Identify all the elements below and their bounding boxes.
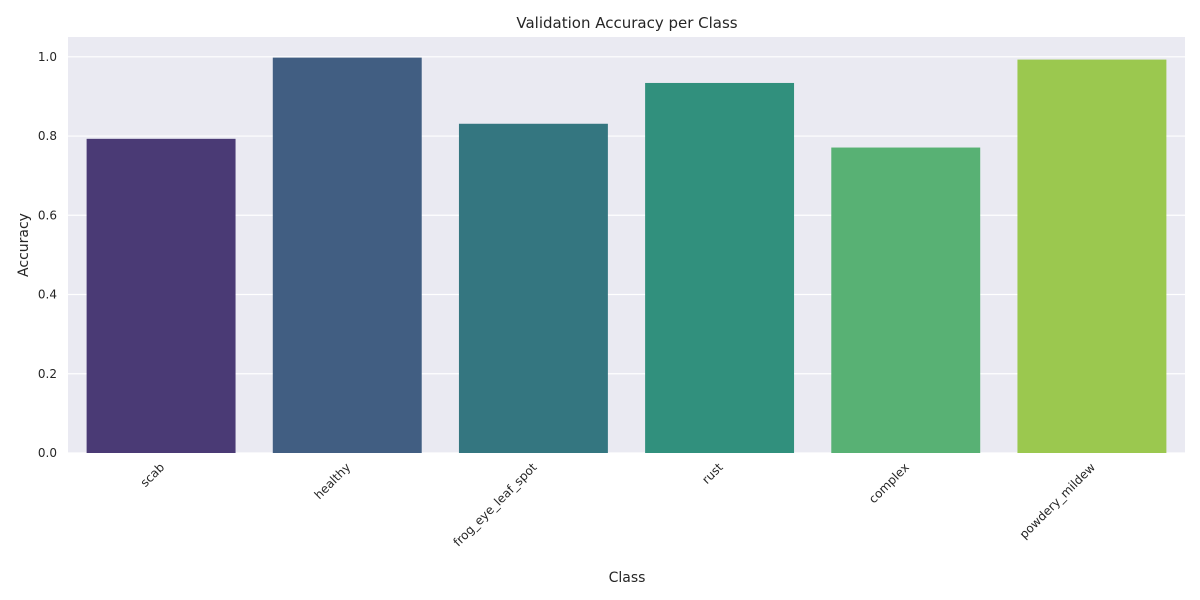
bar-powdery_mildew xyxy=(1017,59,1167,453)
x-tick-label: scab xyxy=(138,460,168,490)
y-tick-label: 0.4 xyxy=(38,288,57,302)
bars xyxy=(86,57,1167,454)
y-tick-label: 1.0 xyxy=(38,50,57,64)
y-tick-label: 0.8 xyxy=(38,129,57,143)
bar-healthy xyxy=(272,57,422,454)
x-tick-label: healthy xyxy=(312,460,354,502)
x-tick-label: complex xyxy=(866,460,912,506)
x-tick-label: rust xyxy=(699,460,726,487)
gridlines xyxy=(68,56,1185,454)
plot-area xyxy=(68,37,1185,453)
bar-frog_eye_leaf_spot xyxy=(458,123,608,453)
y-tick-label: 0.0 xyxy=(38,446,57,460)
x-axis-label: Class xyxy=(609,570,646,586)
y-tick-label: 0.6 xyxy=(38,208,57,222)
x-tick-label: powdery_mildew xyxy=(1017,460,1098,541)
bar-scab xyxy=(86,138,236,453)
x-tick-label: frog_eye_leaf_spot xyxy=(450,460,539,549)
bar-complex xyxy=(831,147,981,453)
bar-rust xyxy=(645,82,795,453)
y-tick-labels: 0.0 0.2 0.4 0.6 0.8 1.0 xyxy=(38,50,57,460)
chart-title: Validation Accuracy per Class xyxy=(516,14,737,32)
y-tick-label: 0.2 xyxy=(38,367,57,381)
x-tick-labels: scab healthy frog_eye_leaf_spot rust complex… xyxy=(138,460,1099,549)
y-axis-label: Accuracy xyxy=(16,213,32,277)
